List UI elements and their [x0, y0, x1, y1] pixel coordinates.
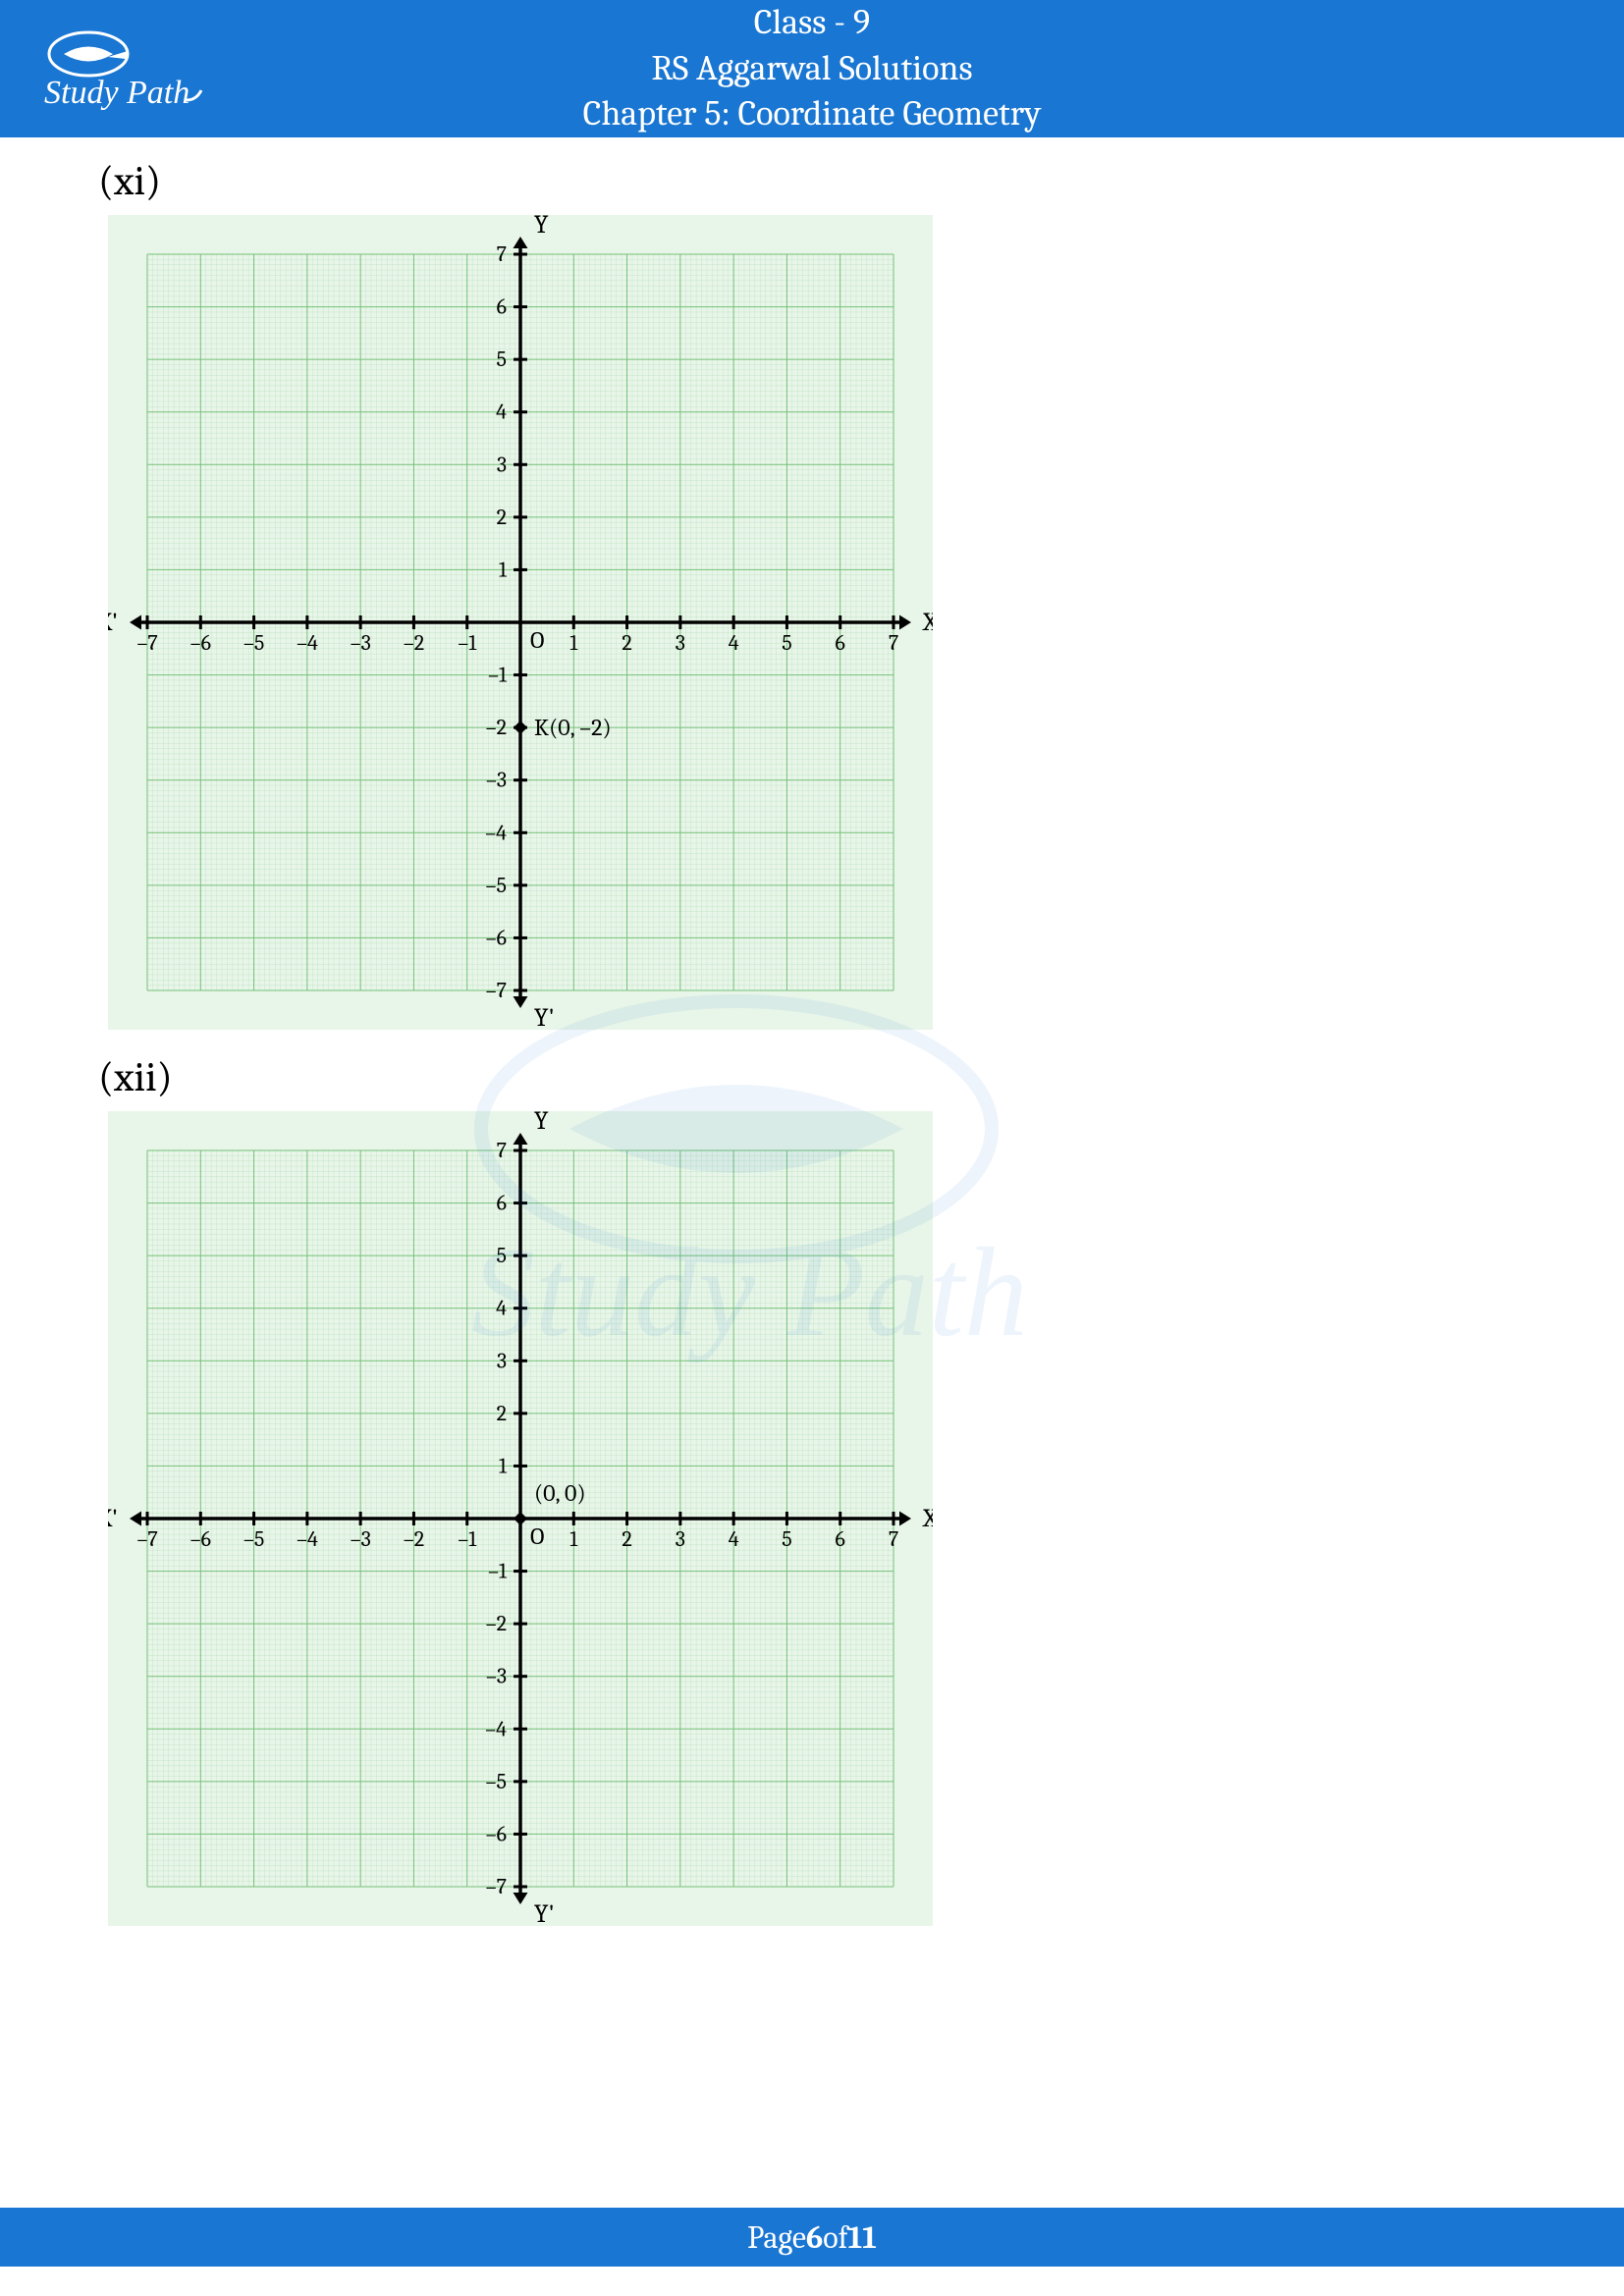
svg-text:4: 4	[496, 1296, 507, 1321]
svg-text:Y': Y'	[534, 1003, 555, 1030]
svg-text:–3: –3	[351, 630, 371, 656]
svg-text:6: 6	[836, 1526, 845, 1552]
svg-text:7: 7	[497, 1138, 507, 1163]
svg-text:–5: –5	[244, 630, 264, 656]
svg-text:–3: –3	[351, 1526, 371, 1552]
header-titles: Class - 9 RS Aggarwal Solutions Chapter …	[226, 0, 1398, 137]
svg-text:4: 4	[729, 1526, 739, 1552]
svg-text:–3: –3	[486, 1664, 507, 1689]
svg-text:–7: –7	[486, 978, 507, 1003]
footer-total: 11	[848, 2219, 877, 2256]
svg-text:–1: –1	[488, 1559, 508, 1584]
svg-text:–5: –5	[486, 873, 507, 898]
svg-text:2: 2	[497, 1401, 507, 1426]
svg-text:7: 7	[889, 1526, 898, 1552]
svg-text:(0, 0): (0, 0)	[534, 1479, 586, 1507]
svg-text:Y': Y'	[534, 1899, 555, 1926]
svg-text:–2: –2	[404, 630, 424, 656]
svg-text:1: 1	[499, 557, 508, 582]
header-line2: RS Aggarwal Solutions	[226, 46, 1398, 92]
svg-text:5: 5	[497, 347, 507, 372]
svg-text:1: 1	[569, 630, 578, 656]
svg-text:–7: –7	[136, 630, 157, 656]
svg-text:–6: –6	[486, 1821, 507, 1846]
svg-text:–5: –5	[486, 1769, 507, 1794]
svg-text:–2: –2	[404, 1526, 424, 1552]
svg-text:5: 5	[782, 1526, 791, 1552]
svg-text:1: 1	[569, 1526, 578, 1552]
svg-text:5: 5	[497, 1243, 507, 1268]
svg-text:O: O	[530, 1522, 544, 1550]
svg-text:–5: –5	[244, 1526, 264, 1552]
svg-text:–1: –1	[488, 663, 508, 688]
svg-text:6: 6	[836, 630, 845, 656]
svg-text:7: 7	[889, 630, 898, 656]
header-line1: Class - 9	[226, 0, 1398, 46]
svg-text:4: 4	[496, 400, 507, 425]
svg-text:–6: –6	[190, 630, 211, 656]
svg-text:–7: –7	[136, 1526, 157, 1552]
svg-text:2: 2	[497, 505, 507, 530]
svg-text:X': X'	[108, 1504, 118, 1533]
svg-text:–4: –4	[297, 1526, 318, 1552]
footer-bar: Page 6 of 11	[0, 2208, 1624, 2267]
svg-text:Y: Y	[534, 215, 549, 240]
svg-text:4: 4	[729, 630, 739, 656]
header-bar: Study Path Class - 9 RS Aggarwal Solutio…	[0, 0, 1624, 137]
graph-xi: –7 –6 –5 –4 –3 –2 –1 1 2 3 4 5 6 7 –7 –6 –5 –4 –3 –2 –1 1 2 3 4 5…	[108, 215, 1624, 1034]
svg-text:7: 7	[497, 241, 507, 267]
footer-prefix: Page	[747, 2219, 806, 2256]
header-line3: Chapter 5: Coordinate Geometry	[226, 91, 1398, 137]
svg-text:–2: –2	[486, 715, 507, 740]
footer-mid: of	[823, 2219, 847, 2256]
svg-text:–6: –6	[486, 925, 507, 950]
svg-text:3: 3	[676, 1526, 685, 1552]
svg-text:3: 3	[497, 452, 507, 477]
svg-text:–1: –1	[458, 630, 477, 656]
svg-text:–4: –4	[485, 820, 507, 845]
svg-text:6: 6	[497, 294, 507, 320]
footer-current: 6	[806, 2219, 823, 2256]
svg-text:X: X	[922, 1504, 933, 1533]
svg-text:2: 2	[622, 630, 631, 656]
svg-text:3: 3	[497, 1348, 507, 1373]
svg-text:X: X	[922, 608, 933, 637]
section-label-xi: (xi)	[98, 157, 1624, 205]
graph-xii: –7 –6 –5 –4 –3 –2 –1 1 2 3 4 5 6 7 –7 –6 –5 –4 –3 –2 –1 1 2 3 4 5…	[108, 1111, 1624, 1930]
svg-text:2: 2	[622, 1526, 631, 1552]
svg-text:6: 6	[497, 1191, 507, 1216]
svg-text:–2: –2	[486, 1611, 507, 1636]
svg-text:–6: –6	[190, 1526, 211, 1552]
section-label-xii: (xii)	[98, 1053, 1624, 1101]
svg-text:Y: Y	[534, 1111, 549, 1136]
svg-text:1: 1	[499, 1453, 508, 1478]
svg-text:–3: –3	[486, 768, 507, 793]
svg-text:–1: –1	[458, 1526, 477, 1552]
svg-text:3: 3	[676, 630, 685, 656]
study-path-logo: Study Path	[29, 15, 226, 123]
svg-text:5: 5	[782, 630, 791, 656]
svg-text:–4: –4	[485, 1716, 507, 1741]
svg-text:O: O	[530, 626, 544, 654]
svg-text:–7: –7	[486, 1874, 507, 1899]
svg-text:–4: –4	[297, 630, 318, 656]
svg-text:X': X'	[108, 608, 118, 637]
svg-text:Study Path: Study Path	[44, 75, 189, 111]
svg-text:K(0, –2): K(0, –2)	[534, 714, 612, 741]
